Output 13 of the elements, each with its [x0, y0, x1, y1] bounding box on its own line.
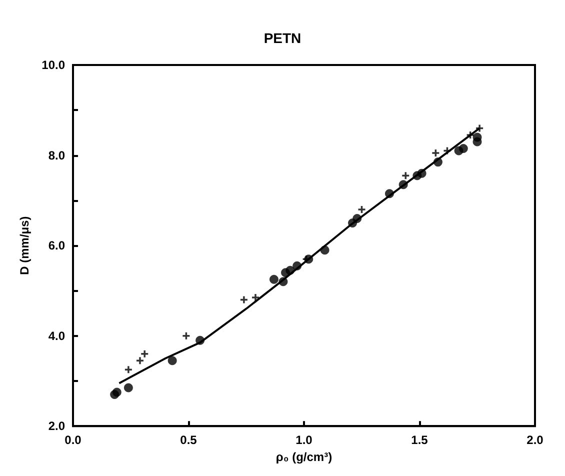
x-axis-title: ρ₀ (g/cm³)	[276, 450, 332, 464]
y-tick-label: 10.0	[42, 58, 66, 72]
x-tick-label: 0.0	[64, 433, 82, 448]
y-tick-label: 2.0	[48, 419, 66, 434]
y-tick-label: 8.0	[48, 148, 66, 162]
x-tick-label: 1.5	[411, 433, 428, 448]
x-tick-label: 0.5	[180, 433, 198, 448]
x-tick-label: 1.0	[296, 433, 313, 448]
y-tick-label: 4.0	[48, 328, 66, 343]
chart-title: PETN	[264, 30, 302, 46]
x-tick-label: 2.0	[526, 433, 544, 448]
y-axis-title: D (mm/μs)	[18, 216, 32, 275]
y-tick-label: 6.0	[48, 238, 66, 253]
